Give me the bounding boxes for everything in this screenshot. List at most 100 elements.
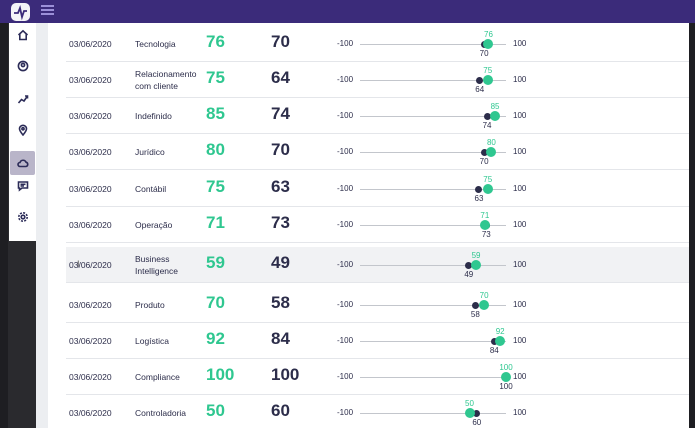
marker-green-label: 75	[483, 175, 493, 184]
location-pin-icon	[18, 124, 27, 136]
sidebar-item-cloud[interactable]	[10, 151, 35, 175]
range-max-label: 100	[513, 372, 527, 381]
marker-dark	[480, 149, 488, 156]
marker-green	[486, 147, 497, 157]
marker-green	[483, 39, 494, 49]
table-row[interactable]: 03/06/2020 Contábil 75 63 -100 100 75 63	[66, 171, 689, 207]
table-row[interactable]: 03/06/2020 Operação 71 73 -100 100 71 73	[66, 207, 689, 243]
range-track	[360, 225, 506, 226]
table-row[interactable]: 03/06/2020 Jurídico 80 70 -100 100 80 70	[66, 134, 689, 170]
table-row[interactable]: 03/06/2020 Logística 92 84 -100 100 92 84	[66, 323, 689, 359]
marker-green	[471, 260, 482, 270]
row-category: Controladoria	[135, 408, 187, 418]
chat-icon	[17, 181, 28, 192]
row-score-dark: 49	[271, 253, 290, 272]
table-row[interactable]: 03/06/2020 Produto 70 58 -100 100 70 58	[66, 287, 689, 323]
row-category: Indefinido	[135, 111, 172, 121]
row-score-dark: 74	[271, 104, 290, 123]
range-track	[360, 341, 506, 342]
row-score-green: 70	[206, 293, 225, 312]
range-track	[360, 265, 506, 266]
sidebar-item-chat[interactable]	[9, 174, 36, 198]
user-icon	[17, 60, 28, 72]
gear-icon	[17, 212, 28, 222]
trend-icon	[17, 95, 28, 104]
row-date: 03/06/2020	[69, 220, 112, 230]
range-track	[360, 44, 506, 45]
row-score-green: 59	[206, 253, 225, 272]
row-score-dark: 84	[271, 329, 290, 348]
row-category: Logística	[135, 336, 170, 346]
row-date: 03/06/2020	[69, 372, 112, 382]
sidebar-item-trend[interactable]	[9, 87, 36, 111]
marker-dark	[473, 410, 481, 417]
marker-green-label: 76	[484, 30, 493, 39]
marker-dark	[471, 302, 479, 309]
marker-dark	[465, 262, 473, 269]
row-score-green: 76	[206, 32, 225, 51]
sidebar-item-settings[interactable]	[9, 205, 36, 229]
home-icon	[17, 29, 28, 41]
range-track	[360, 377, 506, 378]
table-row[interactable]: 03/06/2020 Indefinido 85 74 -100 100 85 74	[66, 98, 689, 134]
row-date: 03/06/2020	[69, 111, 112, 121]
table-row[interactable]: 03/06/2020 Tecnologia 76 70 -100 100 76 70	[66, 26, 689, 62]
marker-green	[495, 336, 506, 346]
marker-green-label: 92	[495, 327, 505, 336]
row-score-green: 85	[206, 104, 225, 123]
marker-green-label: 100	[499, 363, 513, 372]
table-row[interactable]: 03/06/2020 Controladoria 50 60 -100 100 50 60	[66, 395, 689, 428]
marker-dark-label: 74	[482, 121, 492, 130]
marker-dark-label: 84	[489, 346, 499, 355]
row-score-dark: 64	[271, 68, 290, 87]
row-date: 03/06/2020	[69, 300, 112, 310]
marker-green-label: 50	[465, 399, 474, 408]
row-score-dark: 100	[271, 365, 300, 384]
right-margin	[689, 23, 695, 428]
left-margin	[0, 23, 8, 428]
content-gutter	[36, 23, 48, 428]
row-category: Contábil	[135, 184, 167, 194]
row-date: 03/06/2020	[69, 260, 112, 270]
row-category: Tecnologia	[135, 39, 176, 49]
row-date: 03/06/2020	[69, 184, 112, 194]
sidebar-item-home[interactable]	[9, 23, 36, 47]
row-category: Jurídico	[135, 147, 165, 157]
hamburger-icon[interactable]	[41, 5, 54, 16]
range-min-label: -100	[337, 260, 354, 269]
range-min-label: -100	[337, 39, 354, 48]
row-date: 03/06/2020	[69, 408, 112, 418]
pulse-logo-icon[interactable]	[11, 3, 30, 21]
range-track	[360, 116, 506, 117]
row-score-dark: 73	[271, 213, 290, 232]
marker-green	[490, 111, 501, 121]
range-track	[360, 413, 506, 414]
marker-dark	[483, 113, 491, 120]
marker-dark-label: 58	[470, 310, 480, 319]
range-track	[360, 189, 506, 190]
marker-green	[479, 220, 490, 230]
range-max-label: 100	[513, 260, 527, 269]
table-row[interactable]: 03/06/2020 Business Intelligence 59 49 -100 1…	[66, 247, 689, 283]
marker-dark-label: 60	[472, 418, 482, 427]
marker-green-label: 85	[490, 102, 500, 111]
row-category: Produto	[135, 300, 165, 310]
row-score-dark: 60	[271, 401, 290, 420]
range-max-label: 100	[513, 147, 527, 156]
range-min-label: -100	[337, 111, 354, 120]
marker-dark	[490, 338, 498, 345]
row-score-dark: 70	[271, 140, 290, 159]
marker-dark-label: 70	[479, 157, 489, 166]
table-row[interactable]: 03/06/2020 Relacionamento com cliente 75 64…	[66, 62, 689, 98]
range-min-label: -100	[337, 75, 354, 84]
range-max-label: 100	[513, 300, 527, 309]
row-category: Business Intelligence	[135, 254, 179, 276]
cloud-icon	[16, 159, 28, 168]
row-date: 03/06/2020	[69, 75, 112, 85]
row-score-green: 50	[206, 401, 225, 420]
row-date: 03/06/2020	[69, 39, 112, 49]
table-row[interactable]: 03/06/2020 Compliance 100 100 -100 100 100 100	[66, 359, 689, 395]
sidebar-item-location[interactable]	[9, 118, 36, 142]
sidebar-item-user[interactable]	[9, 54, 36, 78]
marker-green-label: 70	[479, 291, 489, 300]
